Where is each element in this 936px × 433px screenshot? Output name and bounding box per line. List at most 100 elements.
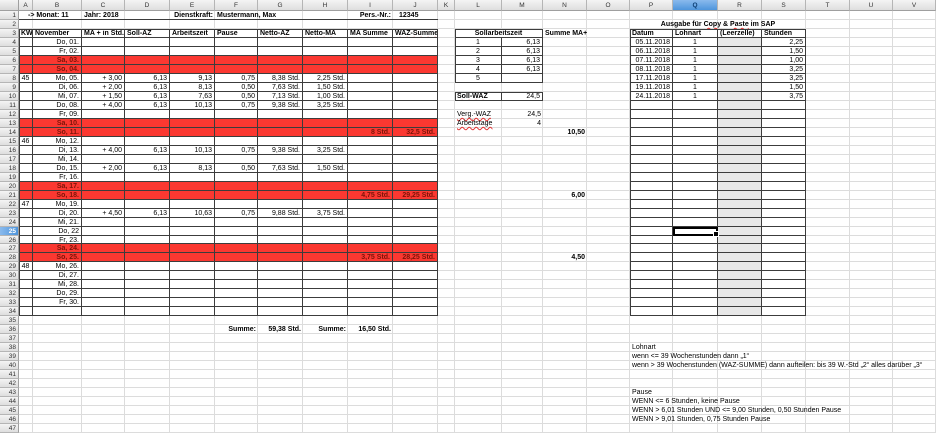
col-header-T[interactable]: T (806, 0, 850, 11)
cell-C10[interactable]: + 1,50 (82, 92, 125, 101)
col-header-K[interactable]: K (438, 0, 455, 11)
cell-D23[interactable]: 6,13 (125, 209, 170, 218)
cell-A4[interactable] (19, 38, 33, 47)
cell-J34[interactable] (393, 307, 438, 316)
cell-Q7[interactable]: 1 (673, 65, 718, 74)
row-header-5[interactable]: 5 (0, 47, 19, 56)
row-header-9[interactable]: 9 (0, 83, 19, 92)
row-header-1[interactable]: 1 (0, 11, 19, 20)
col-header-I[interactable]: I (348, 0, 393, 11)
cell-S31[interactable] (762, 280, 806, 289)
cell-R15[interactable] (718, 137, 762, 146)
cell-F23[interactable]: 0,75 (215, 209, 258, 218)
cell-D19[interactable] (125, 173, 170, 182)
cell-A9[interactable] (19, 83, 33, 92)
cell-L6[interactable]: 3 (455, 56, 502, 65)
col-header-B[interactable]: B (33, 0, 82, 11)
cell-F29[interactable] (215, 262, 258, 271)
cell-J11[interactable] (393, 101, 438, 110)
cell-P23[interactable] (630, 209, 673, 218)
cell-R28[interactable] (718, 253, 762, 262)
corner-box[interactable] (0, 0, 19, 11)
cell-J6[interactable] (393, 56, 438, 65)
cell-S28[interactable] (762, 253, 806, 262)
cell-Q32[interactable] (673, 289, 718, 298)
cell-S30[interactable] (762, 271, 806, 280)
cell-L7[interactable]: 4 (455, 65, 502, 74)
verg-waz-value[interactable]: 24,5 (527, 111, 541, 118)
cell-E6[interactable] (170, 56, 215, 65)
cell-B23[interactable]: Di, 20. (33, 209, 82, 218)
row-header-4[interactable]: 4 (0, 38, 19, 47)
cell-C25[interactable] (82, 227, 125, 236)
cell-J31[interactable] (393, 280, 438, 289)
cell-D21[interactable] (125, 191, 170, 200)
cell-A21[interactable] (19, 191, 33, 200)
cell-S33[interactable] (762, 298, 806, 307)
cell-G4[interactable] (258, 38, 303, 47)
row-header-37[interactable]: 37 (0, 334, 19, 343)
note-lohnart-line[interactable]: wenn > 39 Wochenstunden (WAZ-SUMME) dann… (632, 362, 923, 369)
cell-A18[interactable] (19, 164, 33, 173)
col-header-S[interactable]: S (762, 0, 806, 11)
cell-R27[interactable] (718, 244, 762, 253)
cell-S17[interactable] (762, 155, 806, 164)
cell-C13[interactable] (82, 119, 125, 128)
cell-Q34[interactable] (673, 307, 718, 316)
sollarbeitszeit-title[interactable]: Sollarbeitszeit (455, 29, 543, 38)
cell-D22[interactable] (125, 200, 170, 209)
ts-header-E3[interactable]: Arbeitszeit (170, 29, 215, 38)
cell-E23[interactable]: 10,63 (170, 209, 215, 218)
row-header-30[interactable]: 30 (0, 271, 19, 280)
cell-C19[interactable] (82, 173, 125, 182)
cell-H15[interactable] (303, 137, 348, 146)
cell-R21[interactable] (718, 191, 762, 200)
cell-H31[interactable] (303, 280, 348, 289)
cell-F19[interactable] (215, 173, 258, 182)
cell-F28[interactable] (215, 253, 258, 262)
cell-A30[interactable] (19, 271, 33, 280)
cell-C29[interactable] (82, 262, 125, 271)
cell-F34[interactable] (215, 307, 258, 316)
row-header-47[interactable]: 47 (0, 424, 19, 433)
cell-E33[interactable] (170, 298, 215, 307)
cell-R7[interactable] (718, 65, 762, 74)
cell-S9[interactable]: 1,50 (762, 83, 806, 92)
cell-E30[interactable] (170, 271, 215, 280)
row-header-6[interactable]: 6 (0, 56, 19, 65)
col-header-G[interactable]: G (258, 0, 303, 11)
summe-label-a[interactable]: Summe: (228, 326, 256, 333)
summe-ma-header[interactable]: Summe MA+ (545, 30, 588, 37)
cell-C22[interactable] (82, 200, 125, 209)
cell-E8[interactable]: 9,13 (170, 74, 215, 83)
cell-R19[interactable] (718, 173, 762, 182)
cell-Q5[interactable]: 1 (673, 47, 718, 56)
cell-S18[interactable] (762, 164, 806, 173)
cell-F22[interactable] (215, 200, 258, 209)
sap-header-S3[interactable]: Stunden (762, 29, 806, 38)
cell-C5[interactable] (82, 47, 125, 56)
col-header-F[interactable]: F (215, 0, 258, 11)
cell-E20[interactable] (170, 182, 215, 191)
cell-Q19[interactable] (673, 173, 718, 182)
cell-H6[interactable] (303, 56, 348, 65)
cell-B28[interactable]: So, 25. (33, 253, 82, 262)
cell-C31[interactable] (82, 280, 125, 289)
cell-D25[interactable] (125, 227, 170, 236)
cell-A28[interactable] (19, 253, 33, 262)
cell-P31[interactable] (630, 280, 673, 289)
cell-H5[interactable] (303, 47, 348, 56)
row-header-19[interactable]: 19 (0, 173, 19, 182)
cell-A6[interactable] (19, 56, 33, 65)
cell-J21[interactable]: 29,25 Std. (393, 191, 438, 200)
row-header-28[interactable]: 28 (0, 253, 19, 262)
cell-A5[interactable] (19, 47, 33, 56)
cell-I34[interactable] (348, 307, 393, 316)
cell-G34[interactable] (258, 307, 303, 316)
cell-G11[interactable]: 9,38 Std. (258, 101, 303, 110)
cell-D12[interactable] (125, 110, 170, 119)
cell-B32[interactable]: Do, 29. (33, 289, 82, 298)
cell-P29[interactable] (630, 262, 673, 271)
cell-G14[interactable] (258, 128, 303, 137)
sap-title[interactable]: Ausgabe für Copy & Paste im SAP (630, 20, 806, 29)
